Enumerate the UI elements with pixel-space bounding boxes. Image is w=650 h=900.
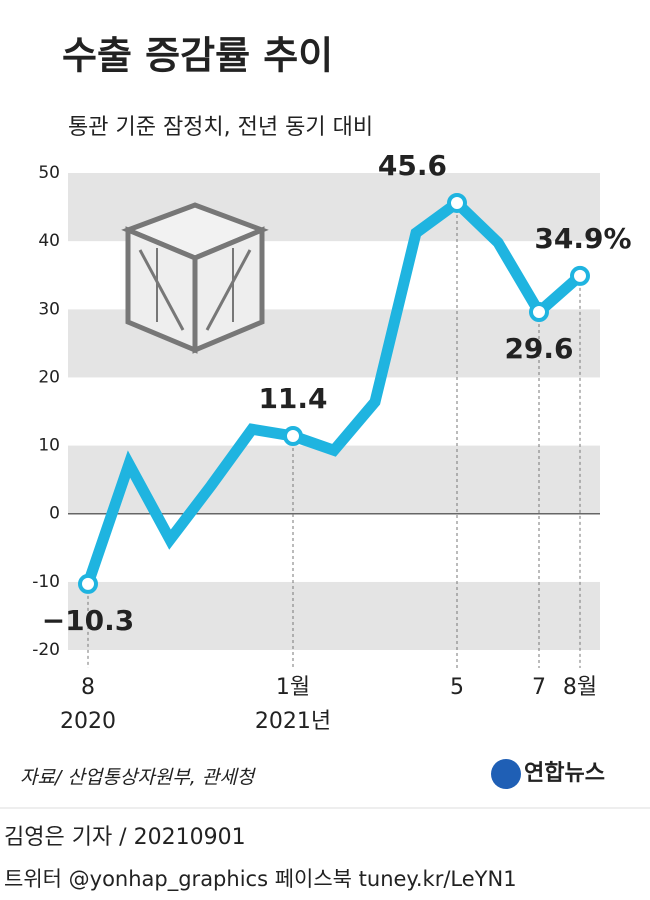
- point: [78, 573, 98, 594]
- y-tick-label: -10: [32, 572, 60, 592]
- x-year-label: 2021년: [255, 709, 331, 734]
- band: [68, 513, 600, 582]
- band: [68, 581, 600, 650]
- band: [68, 445, 600, 514]
- y-tick-label: 30: [38, 299, 60, 319]
- point: [529, 302, 549, 323]
- source: 자료/ 산업통상자원부, 관세청: [20, 767, 257, 789]
- footer-links: 트위터 @yonhap_graphics 페이스북 tuney.kr/LeYN1: [4, 867, 517, 892]
- chart-title: 수출 증감률 추이: [62, 34, 333, 78]
- point: [283, 426, 303, 447]
- x-tick-label: 5: [450, 675, 464, 700]
- value-label: −10.3: [42, 604, 135, 637]
- point: [570, 265, 590, 286]
- chart-subtitle: 통관 기준 잠정치, 전년 동기 대비: [68, 115, 373, 140]
- y-tick-label: 20: [38, 367, 60, 387]
- x-tick-label: 8: [81, 675, 95, 700]
- x-tick-label: 8월: [563, 675, 597, 700]
- y-tick-label: 40: [38, 231, 60, 251]
- y-tick-label: 50: [38, 163, 60, 183]
- band: [68, 377, 600, 446]
- value-label: 34.9%: [534, 222, 631, 255]
- y-tick-label: -20: [32, 640, 60, 660]
- y-tick-label: 0: [49, 504, 60, 524]
- byline: 김영은 기자 / 20210901: [4, 825, 246, 850]
- logo: 연합뉴스: [524, 760, 605, 786]
- point: [447, 192, 467, 213]
- value-label: 11.4: [258, 382, 327, 415]
- value-label: 45.6: [378, 149, 447, 182]
- x-year-label: 2020: [60, 709, 116, 734]
- value-label: 29.6: [504, 332, 573, 365]
- box-icon: [121, 202, 269, 354]
- y-tick-label: 10: [38, 436, 60, 456]
- x-tick-label: 7: [532, 675, 546, 700]
- logo-icon: [491, 759, 521, 789]
- line: [82, 195, 584, 586]
- x-tick-label: 1월: [276, 675, 310, 700]
